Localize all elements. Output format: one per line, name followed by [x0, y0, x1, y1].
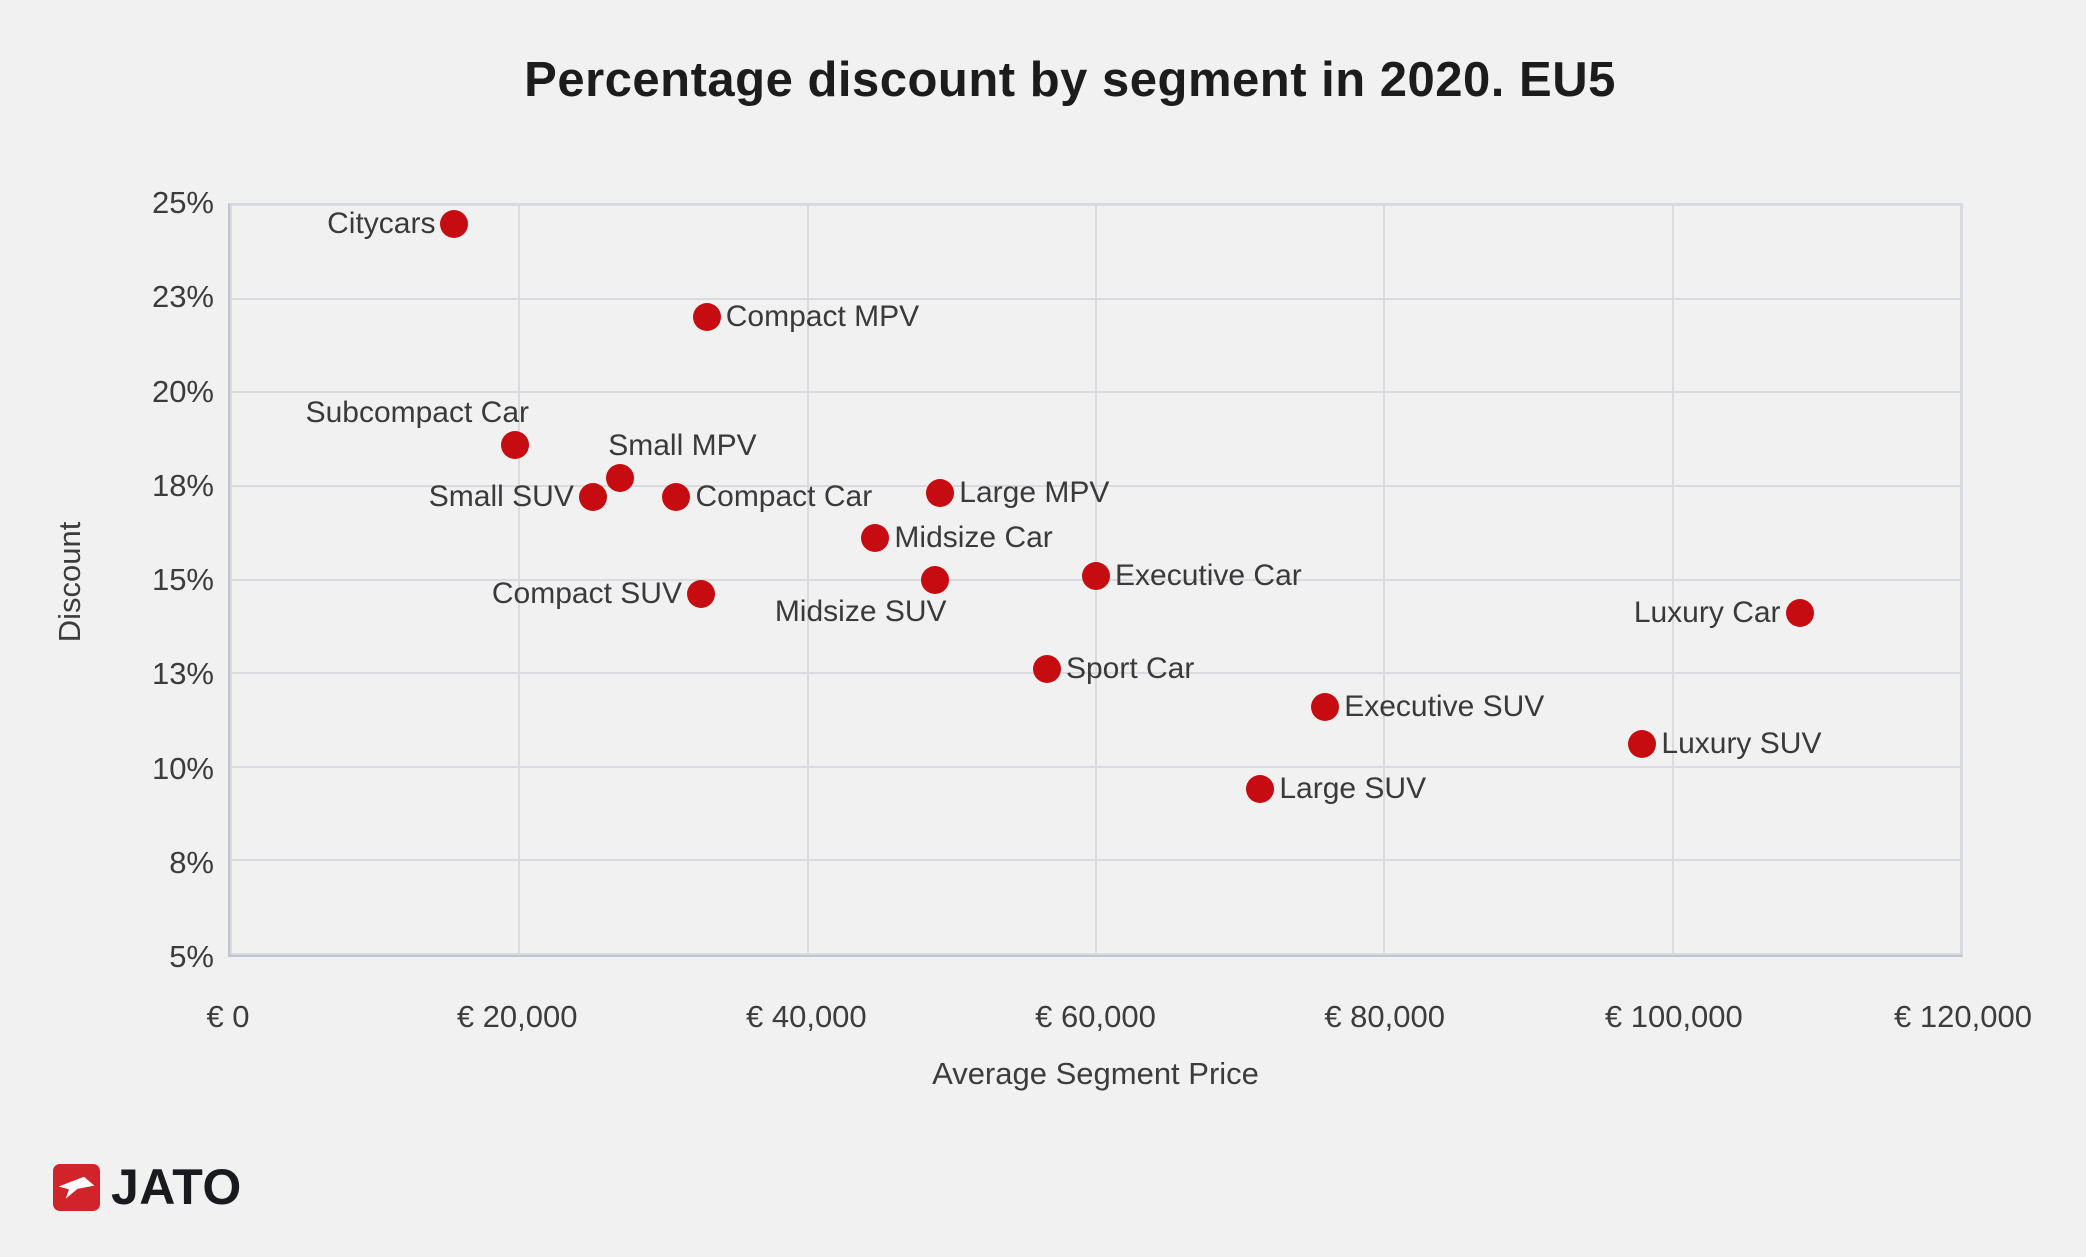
data-point-label-small-suv: Small SUV	[428, 480, 574, 514]
data-point-label-compact-mpv: Compact MPV	[725, 300, 920, 334]
y-tick-label: 13%	[151, 656, 214, 692]
data-point-citycars	[440, 209, 469, 238]
x-tick-label: € 20,000	[456, 999, 578, 1034]
jato-logo-mark	[53, 1164, 100, 1211]
data-point-label-sport-car: Sport Car	[1065, 652, 1195, 686]
v-gridline	[806, 205, 809, 954]
v-gridline	[1671, 205, 1674, 954]
data-point-label-compact-car: Compact Car	[695, 480, 873, 514]
y-tick-label: 15%	[151, 562, 214, 597]
data-point-sport-car	[1032, 655, 1061, 684]
data-point-large-mpv	[926, 479, 955, 508]
data-point-midsize-car	[861, 524, 890, 553]
data-point-small-suv	[578, 483, 607, 512]
data-point-label-luxury-car: Luxury Car	[1633, 596, 1781, 630]
data-point-label-luxury-suv: Luxury SUV	[1661, 727, 1822, 761]
y-tick-label: 25%	[151, 185, 214, 220]
data-point-label-executive-car: Executive Car	[1115, 558, 1302, 592]
x-axis-ticks: € 0 € 20,000 € 40,000 € 60,000 € 80,000 € 100…	[206, 957, 2032, 1047]
y-tick-label: 23%	[151, 279, 214, 315]
y-tick-label: 20%	[151, 373, 214, 409]
chart-title: Percentage discount by segment in 2020. …	[524, 53, 1616, 107]
y-tick-label: 18%	[151, 467, 214, 503]
data-point-label-compact-suv: Compact SUV	[491, 577, 682, 611]
data-point-label-large-mpv: Large MPV	[959, 476, 1110, 510]
data-point-luxury-suv	[1628, 730, 1657, 759]
x-tick-label: € 0	[206, 999, 250, 1034]
v-gridline	[230, 205, 232, 954]
data-point-large-suv	[1246, 775, 1275, 804]
v-gridline	[1383, 205, 1386, 954]
data-point-label-executive-suv: Executive SUV	[1344, 689, 1545, 723]
data-point-label-subcompact-car: Subcompact Car	[305, 395, 529, 429]
y-axis-ticks: 25% 23% 20% 18% 15% 13% 10% 8% 5%	[0, 185, 214, 974]
data-point-compact-suv	[686, 580, 715, 609]
x-tick-label: € 80,000	[1324, 999, 1445, 1034]
y-tick-label: 8%	[169, 844, 214, 880]
x-tick-label: € 40,000	[745, 999, 867, 1034]
x-tick-label: € 100,000	[1604, 999, 1743, 1034]
plot-area: Citycars Compact MPV Subcompact Car Small M…	[228, 203, 1963, 957]
x-tick-label: € 60,000	[1035, 999, 1156, 1034]
y-tick-label: 10%	[151, 750, 214, 786]
jato-arrow-icon	[58, 1176, 95, 1199]
x-tick-label: € 120,000	[1894, 999, 2032, 1034]
data-point-compact-mpv	[692, 303, 721, 332]
data-point-small-mpv	[606, 464, 635, 493]
data-point-compact-car	[662, 483, 691, 512]
h-gridline	[231, 953, 1961, 955]
data-point-subcompact-car	[501, 430, 529, 459]
data-point-label-midsize-car: Midsize Car	[894, 521, 1053, 555]
data-point-label-midsize-suv: Midsize SUV	[774, 594, 947, 628]
y-tick-label: 5%	[169, 939, 214, 974]
data-point-label-large-suv: Large SUV	[1279, 772, 1427, 806]
jato-logo-text: JATO	[111, 1159, 242, 1215]
v-gridline	[518, 205, 521, 954]
data-point-executive-car	[1082, 561, 1110, 590]
x-axis-title: Average Segment Price	[932, 1056, 1259, 1091]
data-point-executive-suv	[1311, 692, 1340, 721]
data-point-label-small-mpv: Small MPV	[608, 429, 757, 463]
jato-logo: JATO	[53, 1159, 242, 1215]
data-point-label-citycars: Citycars	[327, 206, 436, 240]
data-point-midsize-suv	[920, 565, 949, 594]
data-point-luxury-car	[1785, 599, 1814, 628]
v-gridline	[1960, 205, 1962, 954]
